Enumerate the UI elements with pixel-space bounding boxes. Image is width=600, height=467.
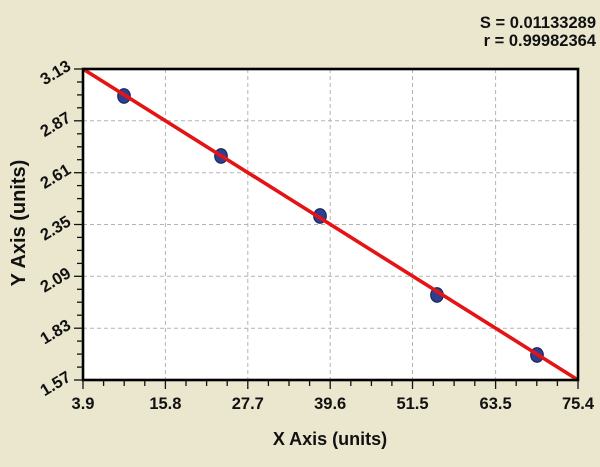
svg-text:2.35: 2.35 bbox=[37, 212, 74, 244]
svg-text:27.7: 27.7 bbox=[232, 395, 264, 413]
svg-text:39.6: 39.6 bbox=[314, 395, 346, 413]
svg-text:1.57: 1.57 bbox=[37, 368, 74, 400]
svg-text:51.5: 51.5 bbox=[396, 395, 428, 413]
svg-text:2.87: 2.87 bbox=[37, 109, 74, 141]
svg-text:15.8: 15.8 bbox=[149, 395, 181, 413]
svg-text:2.09: 2.09 bbox=[37, 264, 74, 296]
svg-text:63.5: 63.5 bbox=[480, 395, 512, 413]
svg-text:1.83: 1.83 bbox=[37, 316, 74, 348]
svg-text:75.4: 75.4 bbox=[562, 395, 595, 413]
svg-text:3.9: 3.9 bbox=[72, 395, 95, 413]
svg-text:3.13: 3.13 bbox=[37, 57, 74, 89]
svg-text:2.61: 2.61 bbox=[37, 161, 74, 193]
